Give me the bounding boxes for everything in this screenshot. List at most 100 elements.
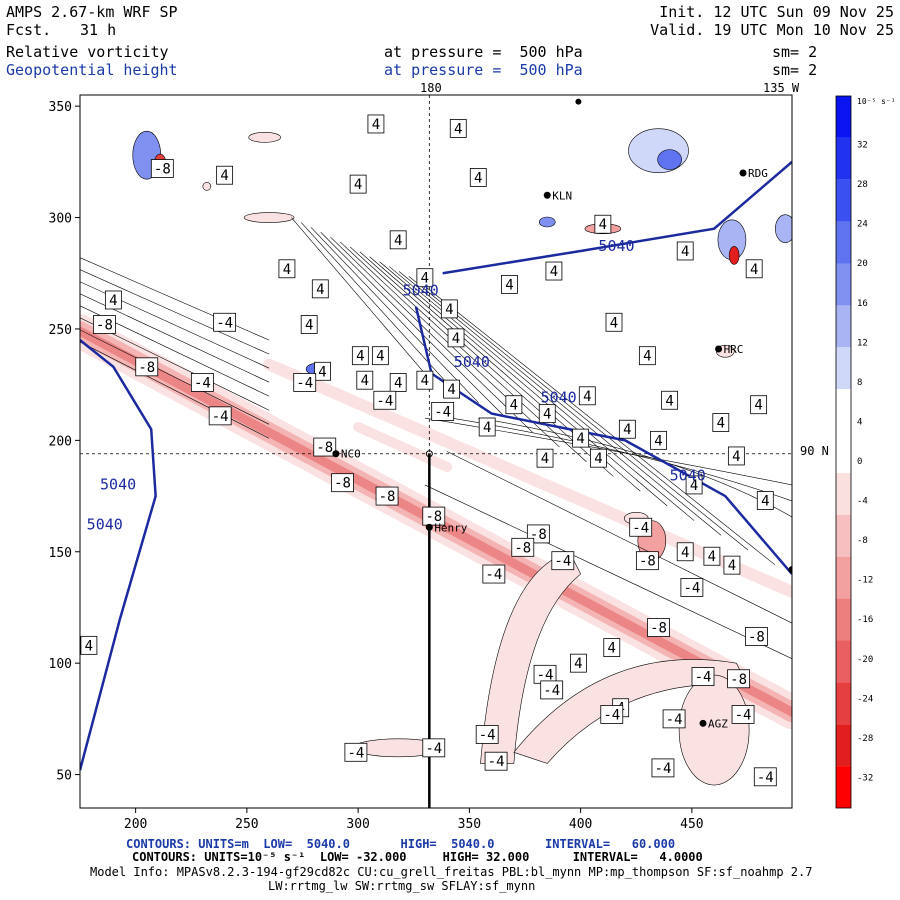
height-label: 5040 bbox=[87, 515, 123, 533]
station-label-kln: KLN bbox=[552, 189, 572, 202]
x-tick-label: 400 bbox=[569, 817, 592, 832]
vorticity-label: -8 bbox=[316, 440, 333, 456]
vorticity-blob-lower bbox=[480, 551, 582, 764]
vorticity-label: 4 bbox=[610, 315, 618, 331]
vorticity-label-frame bbox=[416, 370, 434, 390]
vorticity-label-frame bbox=[371, 346, 389, 366]
vorticity-label: -4 bbox=[666, 712, 683, 728]
y-tick-label: 200 bbox=[49, 434, 72, 449]
vorticity-label-box: 4 bbox=[80, 635, 98, 655]
vorticity-label-box: 4 bbox=[478, 417, 496, 437]
vorticity-label-box: -8 bbox=[375, 486, 399, 506]
station-label-agz: AGZ bbox=[708, 717, 728, 730]
vorticity-label-box: -8 bbox=[647, 618, 670, 637]
vorticity-label: -8 bbox=[639, 554, 656, 570]
height-label: 5040 bbox=[598, 237, 634, 255]
vorticity-label-box: 4 bbox=[756, 491, 774, 510]
vorticity-label: 4 bbox=[750, 262, 758, 278]
vorticity-label-box: 4 bbox=[661, 390, 679, 410]
vorticity-label: 4 bbox=[394, 233, 402, 249]
vorticity-label: 4 bbox=[583, 389, 591, 405]
vorticity-label-box: 4 bbox=[389, 230, 407, 250]
vorticity-label: 4 bbox=[732, 449, 740, 465]
fcst-value: 31 h bbox=[80, 21, 117, 39]
vorticity-contour-info: CONTOURS: UNITS=10⁻⁵ s⁻¹ LOW= -32.000 HI… bbox=[132, 850, 703, 864]
colorbar-label: -16 bbox=[857, 615, 873, 625]
field1-sm: sm= 2 bbox=[772, 43, 818, 61]
model-title: AMPS 2.67-km WRF SP bbox=[6, 3, 178, 21]
colorbar-label: -12 bbox=[857, 576, 873, 586]
vorticity-label-frame bbox=[501, 274, 518, 294]
vorticity-label: 4 bbox=[550, 264, 558, 280]
colorbar-label: 24 bbox=[857, 220, 868, 230]
vorticity-contour bbox=[424, 417, 792, 486]
vorticity-label-box: -4 bbox=[431, 401, 455, 421]
vorticity-label-frame bbox=[578, 386, 596, 406]
vorticity-label-frame bbox=[540, 680, 564, 700]
vorticity-contour bbox=[320, 232, 506, 418]
vorticity-label-frame bbox=[685, 475, 703, 495]
colorbar-frame bbox=[835, 95, 852, 809]
ne-cluster-3 bbox=[775, 214, 792, 243]
vorticity-label-box: -8 bbox=[422, 506, 446, 526]
vorticity-label-frame bbox=[603, 638, 621, 657]
colorbar-segment bbox=[836, 389, 851, 432]
vorticity-label: 4 bbox=[708, 549, 716, 565]
height-contour-5040 bbox=[442, 160, 792, 275]
field2-sm: sm= 2 bbox=[772, 61, 818, 79]
vorticity-label-box: 4 bbox=[723, 555, 741, 575]
vorticity-contour bbox=[80, 269, 270, 355]
vorticity-label: -8 bbox=[425, 509, 442, 525]
y-tick-label: 350 bbox=[49, 100, 72, 115]
vorticity-label-frame bbox=[570, 653, 587, 673]
colorbar-segment bbox=[836, 724, 851, 767]
vorticity-label-box: 4 bbox=[676, 241, 694, 261]
y-tick-label: 50 bbox=[56, 769, 72, 784]
vorticity-contour bbox=[80, 329, 270, 425]
vorticity-label-frame bbox=[104, 290, 122, 310]
vorticity-label: -4 bbox=[603, 707, 620, 723]
vorticity-label-box: 4 bbox=[703, 546, 721, 566]
colorbar-segment bbox=[836, 305, 851, 348]
vorticity-label-frame bbox=[422, 738, 446, 758]
vorticity-label-frame bbox=[190, 373, 214, 392]
vorticity-label-frame bbox=[313, 437, 337, 457]
vorticity-label-box: -4 bbox=[475, 725, 499, 744]
colorbar-segment bbox=[836, 221, 851, 264]
height-contour-info: CONTOURS: UNITS=m LOW= 5040.0 HIGH= 5040… bbox=[126, 837, 676, 851]
vorticity-label-box: 4 bbox=[638, 346, 656, 366]
vorticity-label-box: 4 bbox=[727, 446, 745, 466]
vorticity-label: -4 bbox=[632, 520, 649, 536]
vorticity-label-box: 4 bbox=[469, 168, 487, 187]
vorticity-label-box: 4 bbox=[578, 386, 596, 406]
colorbar-segment bbox=[836, 263, 851, 306]
vorticity-label-frame bbox=[680, 578, 704, 597]
vorticity-label-box: 4 bbox=[300, 315, 318, 334]
vorticity-label-box: 4 bbox=[538, 404, 556, 424]
vorticity-label: 4 bbox=[574, 656, 582, 672]
station-label-rdg: RDG bbox=[748, 167, 768, 180]
vorticity-label: -8 bbox=[379, 489, 396, 505]
vorticity-label: -8 bbox=[650, 621, 667, 637]
vorticity-label-box: -4 bbox=[680, 578, 704, 597]
vorticity-label: -4 bbox=[425, 741, 442, 757]
vorticity-label-frame bbox=[594, 214, 612, 234]
y-tick-label: 100 bbox=[49, 657, 72, 672]
ne-cluster-light bbox=[628, 128, 689, 174]
colorbar-segment bbox=[836, 514, 851, 557]
vorticity-label-frame bbox=[661, 390, 679, 410]
vorticity-label: 4 bbox=[109, 293, 117, 309]
vorticity-label: 4 bbox=[483, 420, 491, 436]
vorticity-label-frame bbox=[349, 174, 367, 194]
vorticity-label: 4 bbox=[623, 422, 631, 438]
colorbar-segment bbox=[836, 682, 851, 725]
vorticity-label-box: -8 bbox=[745, 627, 768, 646]
vorticity-contour bbox=[379, 261, 668, 507]
vorticity-label: 4 bbox=[474, 170, 482, 186]
height-label: 5040 bbox=[541, 388, 577, 406]
station-marker-rdg bbox=[739, 169, 747, 177]
vorticity-label: -8 bbox=[730, 672, 747, 688]
field2-name: Geopotential height bbox=[6, 61, 178, 79]
vorticity-label-frame bbox=[676, 542, 694, 562]
